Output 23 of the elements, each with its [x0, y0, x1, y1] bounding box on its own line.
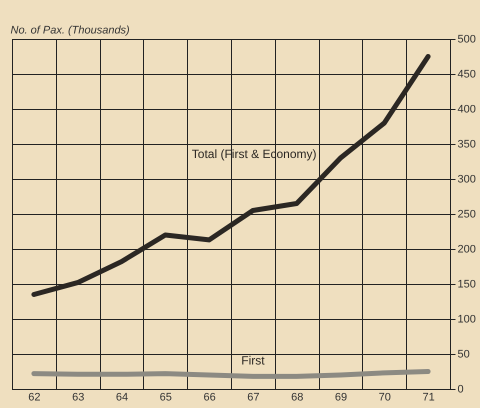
x-tick-label: 69: [334, 392, 348, 404]
x-tick-label: 62: [28, 392, 41, 404]
y-tick-label: 450: [458, 68, 476, 80]
x-tick-label: 66: [203, 392, 216, 404]
y-axis-title: No. of Pax. (Thousands): [10, 24, 130, 36]
y-tick-label: 300: [458, 174, 476, 186]
y-tick-label: 250: [458, 208, 476, 220]
x-tick-label: 64: [116, 392, 128, 404]
x-tick-label: 71: [422, 392, 435, 404]
x-tick-label: 70: [378, 392, 391, 404]
y-tick-label: 200: [458, 244, 476, 256]
x-tick-label: 67: [247, 392, 260, 404]
y-tick-label: 0: [458, 384, 464, 396]
y-tick-label: 350: [458, 138, 476, 150]
x-tick-label: 68: [291, 392, 304, 404]
x-tick-label: 63: [72, 392, 84, 404]
y-tick-label: 150: [458, 278, 476, 290]
y-tick-label: 100: [458, 314, 476, 326]
y-tick-label: 500: [458, 34, 476, 46]
series-label: First: [241, 353, 266, 368]
y-tick-label: 50: [458, 348, 470, 360]
y-tick-label: 400: [458, 104, 476, 116]
x-tick-label: 65: [160, 392, 172, 404]
